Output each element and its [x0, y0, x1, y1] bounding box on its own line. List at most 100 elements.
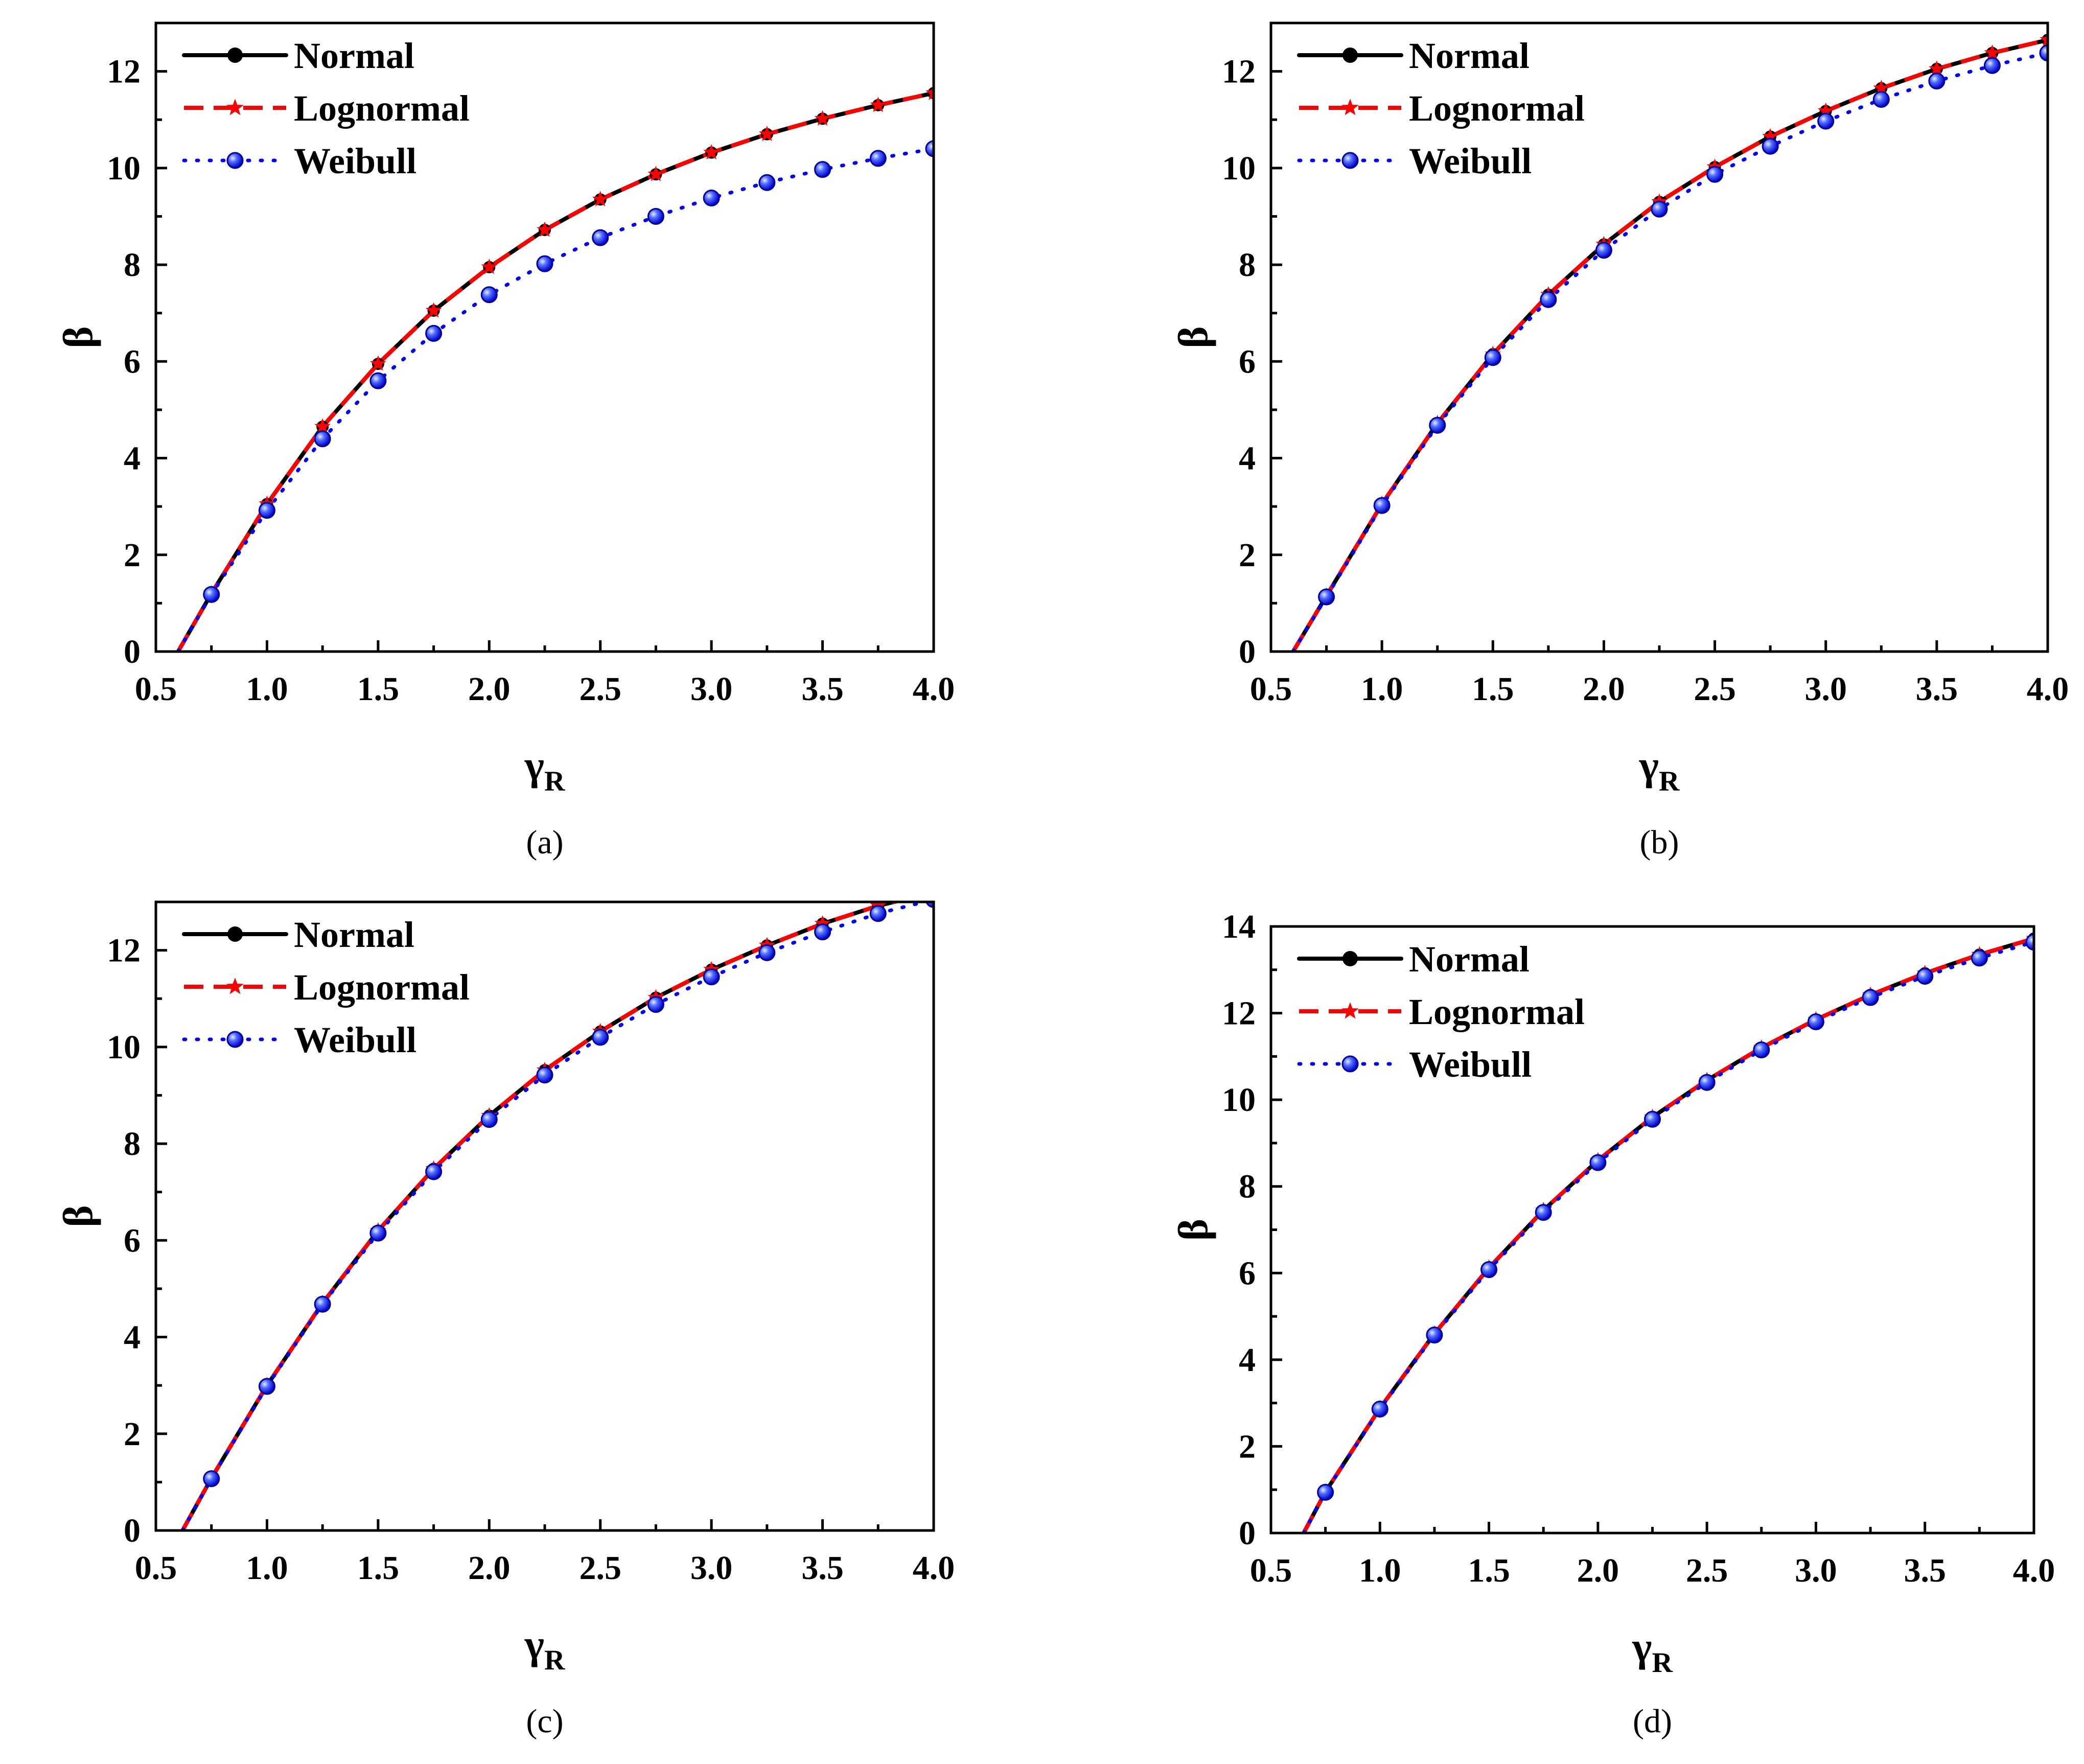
data-point-lognormal — [592, 191, 609, 206]
x-tick-label: 1.5 — [357, 1549, 400, 1587]
x-tick-label: 2.0 — [1583, 670, 1625, 708]
legend-marker-weibull — [226, 152, 244, 169]
chart-panel-c: 0.5 1.0 1.5 2.0 2.5 3.0 3.5 4.0024681012γRβNorm… — [55, 886, 955, 1740]
legend-label-normal: Normal — [1409, 35, 1530, 76]
y-tick-label: 8 — [124, 246, 141, 284]
data-point-lognormal — [925, 84, 934, 100]
data-point-weibull — [1373, 497, 1391, 514]
x-axis-title: γR — [1632, 1623, 1673, 1679]
legend-marker-normal — [227, 48, 243, 63]
data-point-weibull — [1644, 1110, 1661, 1128]
data-point-weibull — [592, 1029, 609, 1046]
legend-label-lognormal: Lognormal — [1409, 991, 1585, 1032]
panel-label: (b) — [1640, 824, 1679, 861]
x-tick-label: 3.5 — [801, 1549, 844, 1587]
x-tick-label: 2.0 — [468, 670, 511, 708]
x-axis-title-main: γ — [524, 1621, 544, 1667]
panel-label: (a) — [526, 824, 563, 861]
data-point-weibull — [425, 324, 443, 342]
y-tick-label: 8 — [1239, 246, 1256, 284]
y-tick-label: 6 — [1239, 343, 1256, 380]
data-point-lognormal — [425, 302, 442, 318]
x-tick-label: 0.5 — [135, 670, 177, 708]
data-point-weibull — [258, 502, 275, 519]
x-tick-label: 2.5 — [579, 1549, 621, 1587]
data-point-weibull — [314, 430, 331, 448]
data-point-weibull — [1706, 166, 1724, 183]
data-point-weibull — [925, 140, 934, 157]
series-line-lognormal — [1291, 38, 2048, 652]
legend-marker-normal — [227, 926, 243, 942]
data-point-weibull — [1872, 90, 1890, 108]
y-tick-label: 6 — [124, 343, 141, 380]
x-tick-label: 1.5 — [357, 670, 400, 708]
data-point-normal — [928, 886, 940, 898]
y-tick-label: 0 — [124, 633, 141, 670]
legend-label-weibull: Weibull — [1409, 141, 1532, 181]
legend-marker-lognormal — [1341, 99, 1359, 115]
x-tick-label: 4.0 — [2013, 1552, 2055, 1589]
data-point-lognormal — [2040, 31, 2048, 47]
x-tick-label: 2.0 — [1577, 1552, 1619, 1589]
y-tick-label: 4 — [1239, 440, 1256, 477]
y-tick-label: 12 — [107, 932, 141, 969]
y-tick-label: 2 — [124, 1415, 141, 1453]
y-tick-label: 0 — [1239, 1515, 1256, 1552]
data-point-weibull — [1540, 291, 1557, 308]
x-tick-label: 3.0 — [1795, 1552, 1837, 1589]
x-tick-label: 3.0 — [690, 1549, 733, 1587]
legend-marker-weibull — [226, 1031, 244, 1048]
data-point-weibull — [925, 902, 934, 908]
data-point-weibull — [369, 1224, 387, 1242]
x-tick-label: 3.5 — [1904, 1552, 1946, 1589]
data-point-weibull — [1426, 1327, 1443, 1344]
chart-panel-a: 0.5 1.0 1.5 2.0 2.5 3.0 3.5 4.0024681012γRβNorm… — [55, 21, 955, 861]
x-axis-title-subscript: R — [544, 765, 565, 797]
data-point-weibull — [203, 1470, 220, 1488]
plot-frame — [1269, 925, 2035, 1535]
series-line-normal — [1291, 38, 2048, 652]
legend-label-normal: Normal — [1409, 939, 1530, 980]
data-point-lognormal — [481, 259, 498, 274]
legend-label-lognormal: Lognormal — [294, 88, 470, 129]
plot-area-b — [1291, 31, 2048, 652]
data-point-weibull — [1862, 989, 1879, 1006]
y-tick-label: 10 — [1222, 150, 1256, 187]
x-axis-title-subscript: R — [1659, 765, 1680, 797]
data-point-lognormal — [758, 125, 775, 142]
y-axis-title: β — [55, 1205, 101, 1227]
x-axis-title: γR — [524, 1621, 565, 1676]
legend-label-weibull: Weibull — [294, 1019, 416, 1060]
legend-marker-lognormal — [226, 99, 244, 115]
data-point-weibull — [1371, 1401, 1388, 1418]
x-axis-title-main: γ — [1639, 742, 1659, 788]
y-tick-label: 0 — [1239, 633, 1256, 670]
legend-marker-lognormal — [226, 978, 244, 994]
x-tick-label: 3.5 — [1916, 670, 1958, 708]
x-tick-label: 4.0 — [913, 670, 955, 708]
y-tick-label: 2 — [1239, 537, 1256, 574]
data-point-weibull — [1480, 1261, 1498, 1279]
data-point-lognormal — [647, 166, 664, 181]
y-tick-label: 4 — [1239, 1341, 1256, 1379]
y-tick-label: 0 — [124, 1512, 141, 1549]
plot-area-c — [180, 886, 940, 1530]
x-tick-label: 1.0 — [1361, 670, 1403, 708]
y-tick-label: 8 — [124, 1125, 141, 1163]
x-tick-label: 3.5 — [801, 670, 844, 708]
data-point-weibull — [869, 905, 887, 922]
data-point-weibull — [1983, 57, 2001, 74]
legend-label-normal: Normal — [294, 914, 414, 955]
x-axis-title-subscript: R — [1652, 1647, 1673, 1679]
panel-label: (c) — [526, 1703, 563, 1740]
data-point-weibull — [2039, 44, 2048, 62]
data-point-lognormal — [703, 144, 720, 160]
plot-frame — [154, 900, 935, 1532]
legend-label-lognormal: Lognormal — [1409, 88, 1585, 129]
data-point-weibull — [1762, 137, 1779, 155]
data-point-weibull — [869, 150, 887, 167]
data-point-lognormal — [537, 221, 553, 237]
x-tick-label: 0.5 — [1250, 1552, 1292, 1589]
x-axis-title: γR — [1639, 742, 1680, 797]
